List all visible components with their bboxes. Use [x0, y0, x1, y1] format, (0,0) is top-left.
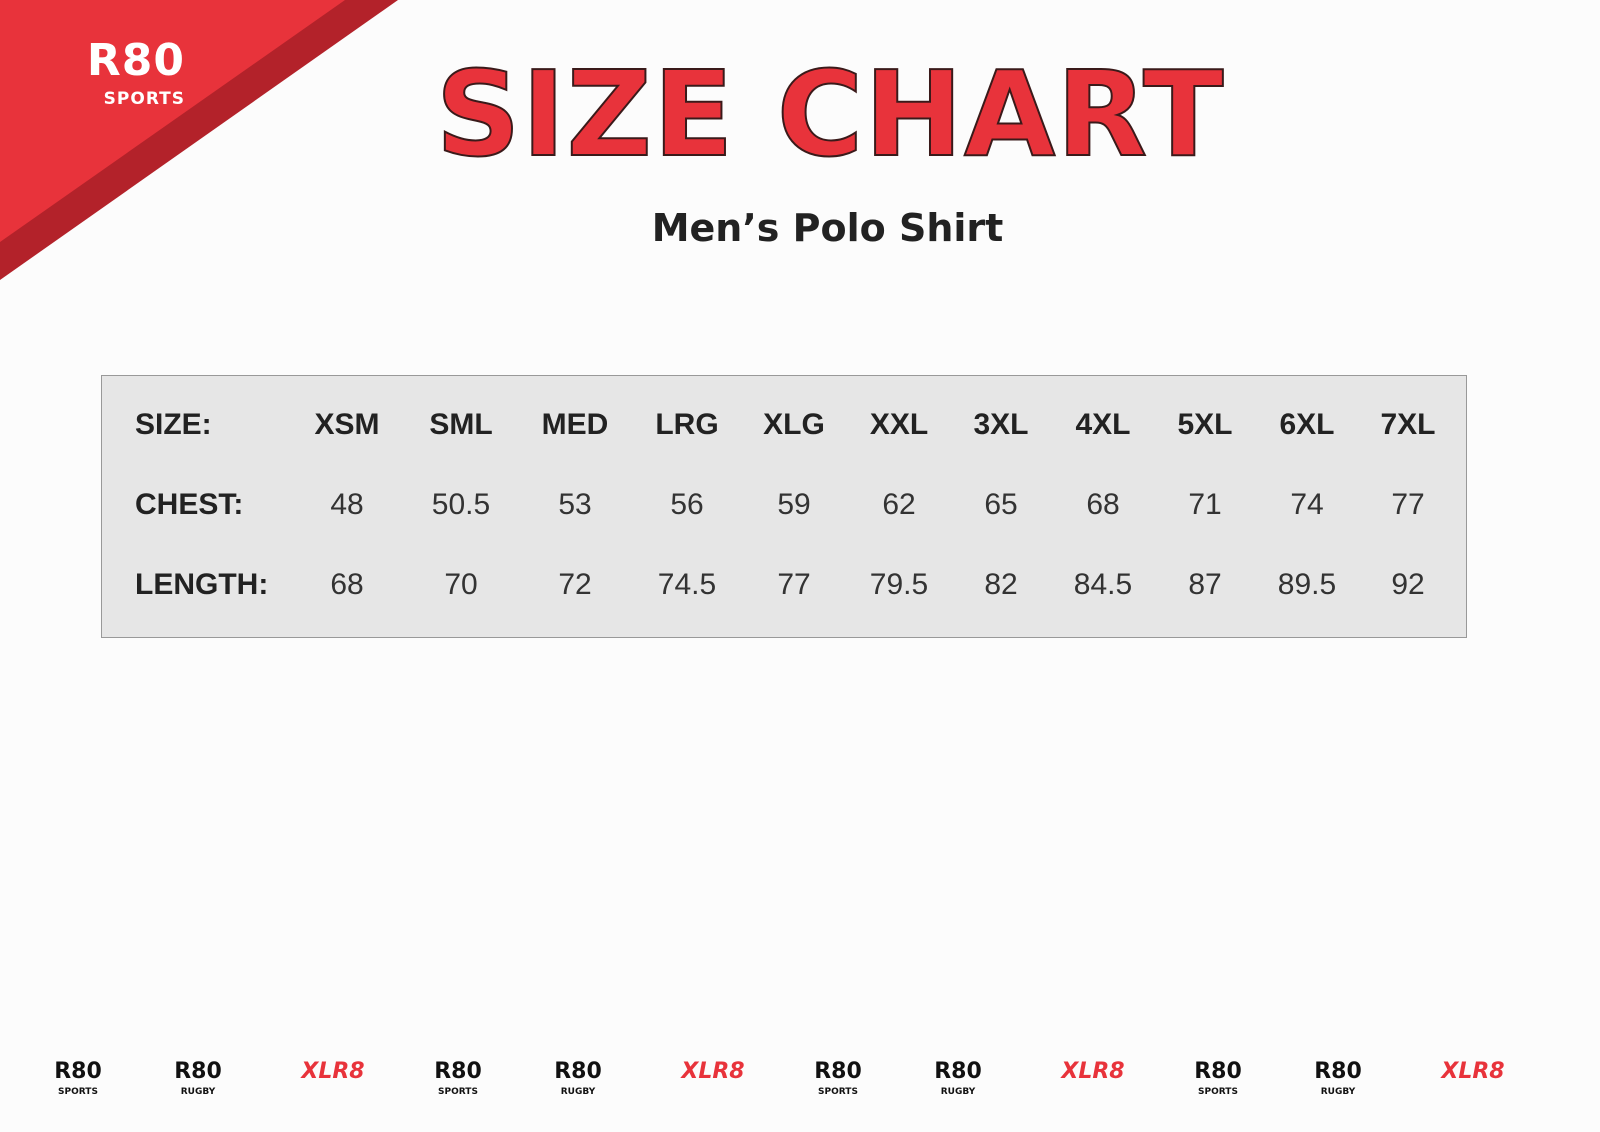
- footer-logo: R80 SPORTS: [1168, 1058, 1268, 1098]
- footer-logos: R80 SPORTS R80 RUGBY XLR8 R80 SPORTS R80 RUGBY XL…: [0, 1058, 1600, 1102]
- footer-logo: XLR8: [663, 1058, 763, 1086]
- size-table: SIZE: XSM SML MED LRG XLG XXL 3XL 4XL 5XL 6XL 7XL CH…: [101, 375, 1467, 638]
- row-label: SIZE:: [135, 408, 212, 441]
- size-header-cell: 4XL: [1075, 408, 1131, 441]
- footer-logo-sub: SPORTS: [58, 1087, 98, 1097]
- page-title: SIZE CHART: [435, 44, 1225, 184]
- footer-logo-main: R80: [54, 1059, 102, 1084]
- measurement-cell: 74.5: [657, 568, 717, 601]
- footer-logo-main: R80: [1314, 1059, 1362, 1084]
- footer-logo-main: R80: [934, 1059, 982, 1084]
- footer-logo: XLR8: [283, 1058, 383, 1086]
- measurement-cell: 59: [777, 488, 811, 521]
- footer-logo: R80 RUGBY: [1288, 1058, 1388, 1098]
- footer-logo-sub: RUGBY: [560, 1087, 596, 1097]
- table-row: CHEST: 48 50.5 53 56 59 62 65 68 71 74 77: [102, 485, 1466, 525]
- corner-banner: [0, 0, 398, 280]
- footer-logo-sub: SPORTS: [438, 1087, 478, 1097]
- measurement-cell: 87: [1188, 568, 1222, 601]
- footer-logo-main: R80: [434, 1059, 482, 1084]
- footer-logo-main: R80: [1194, 1059, 1242, 1084]
- footer-logo-main: R80: [554, 1059, 602, 1084]
- footer-logo-main: XLR8: [681, 1059, 745, 1084]
- measurement-cell: 82: [984, 568, 1018, 601]
- footer-logo: XLR8: [1423, 1058, 1523, 1086]
- measurement-cell: 68: [1086, 488, 1120, 521]
- footer-logo-main: R80: [814, 1059, 862, 1084]
- footer-logo-main: XLR8: [1441, 1059, 1505, 1084]
- logo-main-text: R80: [86, 35, 185, 86]
- size-header-cell: 5XL: [1177, 408, 1233, 441]
- measurement-cell: 79.5: [869, 568, 929, 601]
- measurement-cell: 68: [330, 568, 364, 601]
- footer-logo: R80 SPORTS: [788, 1058, 888, 1098]
- size-header-cell: XLG: [763, 408, 825, 441]
- size-header-cell: 3XL: [973, 408, 1029, 441]
- measurement-cell: 48: [330, 488, 364, 521]
- logo-sub-text: SPORTS: [103, 89, 185, 109]
- measurement-cell: 50.5: [431, 488, 491, 521]
- size-header-cell: 7XL: [1380, 408, 1436, 441]
- size-header-cell: SML: [429, 408, 493, 441]
- measurement-cell: 56: [670, 488, 704, 521]
- size-header-cell: LRG: [655, 408, 719, 441]
- footer-logo-sub: RUGBY: [180, 1087, 216, 1097]
- footer-logo: XLR8: [1043, 1058, 1143, 1086]
- measurement-cell: 77: [1391, 488, 1425, 521]
- footer-logo-sub: SPORTS: [818, 1087, 858, 1097]
- footer-logo: R80 RUGBY: [908, 1058, 1008, 1098]
- footer-logo: R80 RUGBY: [528, 1058, 628, 1098]
- footer-logo-main: XLR8: [1061, 1059, 1125, 1084]
- measurement-cell: 77: [777, 568, 811, 601]
- table-row: SIZE: XSM SML MED LRG XLG XXL 3XL 4XL 5XL 6XL 7XL: [102, 405, 1466, 445]
- size-header-cell: MED: [541, 408, 609, 441]
- table-row: LENGTH: 68 70 72 74.5 77 79.5 82 84.5 87 89.5 92: [102, 565, 1466, 605]
- measurement-cell: 62: [882, 488, 916, 521]
- size-header-cell: XSM: [314, 408, 380, 441]
- footer-logo: R80 RUGBY: [148, 1058, 248, 1098]
- footer-logo-main: XLR8: [301, 1059, 365, 1084]
- measurement-cell: 89.5: [1277, 568, 1337, 601]
- footer-logo: R80 SPORTS: [28, 1058, 128, 1098]
- measurement-cell: 65: [984, 488, 1018, 521]
- size-header-cell: XXL: [869, 408, 929, 441]
- footer-logo-main: R80: [174, 1059, 222, 1084]
- measurement-cell: 70: [444, 568, 478, 601]
- measurement-cell: 71: [1188, 488, 1222, 521]
- footer-logo: R80 SPORTS: [408, 1058, 508, 1098]
- measurement-cell: 72: [558, 568, 592, 601]
- row-label: LENGTH:: [135, 568, 269, 601]
- size-header-cell: 6XL: [1279, 408, 1335, 441]
- footer-logo-sub: SPORTS: [1198, 1087, 1238, 1097]
- row-label: CHEST:: [135, 488, 244, 521]
- measurement-cell: 53: [558, 488, 592, 521]
- measurement-cell: 92: [1391, 568, 1425, 601]
- measurement-cell: 84.5: [1073, 568, 1133, 601]
- footer-logo-sub: RUGBY: [1320, 1087, 1356, 1097]
- footer-logo-sub: RUGBY: [940, 1087, 976, 1097]
- measurement-cell: 74: [1290, 488, 1324, 521]
- page-subtitle: Men’s Polo Shirt: [651, 206, 1004, 250]
- r80-sports-logo: R80 SPORTS: [40, 34, 185, 110]
